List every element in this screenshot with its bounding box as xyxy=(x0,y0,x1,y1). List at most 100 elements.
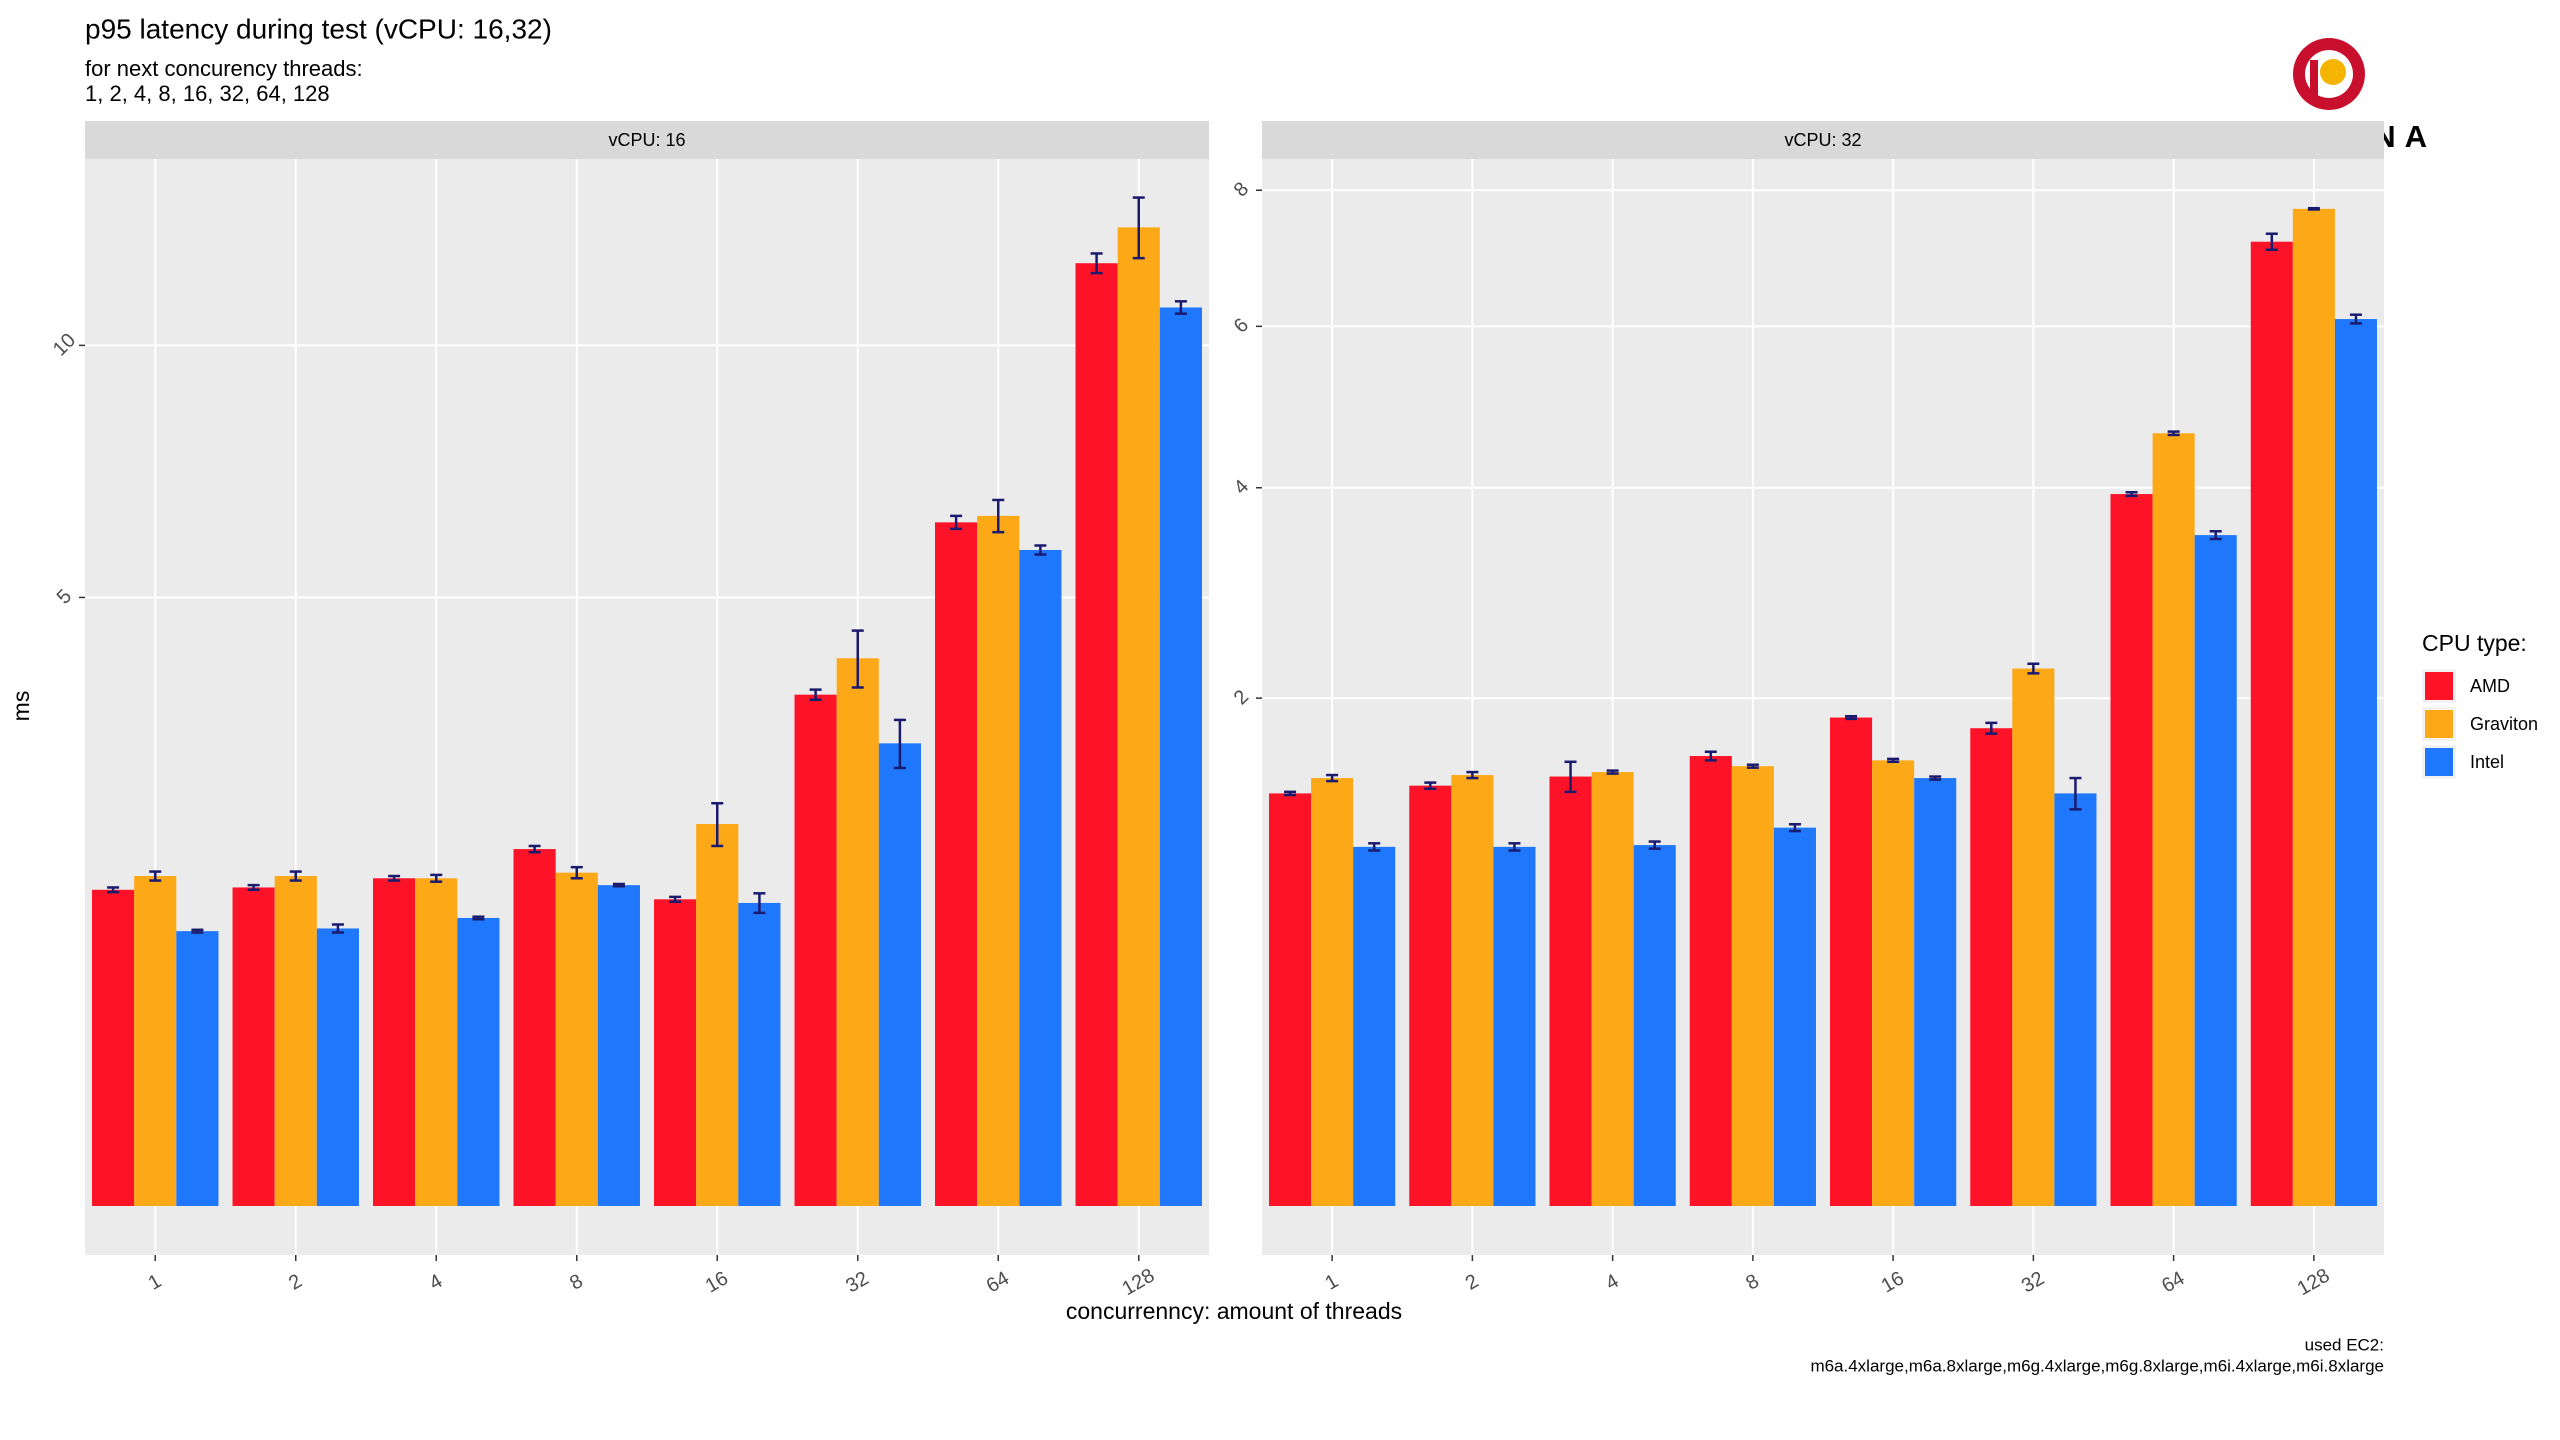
x-tick-label: 8 xyxy=(1742,1270,1763,1295)
strip xyxy=(1262,121,2384,159)
error-bar xyxy=(1985,721,1998,735)
legend-swatch xyxy=(2425,748,2453,776)
error-bar xyxy=(1508,842,1521,852)
legend-title: CPU type: xyxy=(2422,630,2527,656)
bar xyxy=(1353,846,1396,1206)
facet-title: vCPU: 16 xyxy=(608,130,685,150)
bar xyxy=(935,522,978,1206)
bar xyxy=(1830,717,1873,1206)
x-tick-label: 2 xyxy=(285,1270,306,1295)
error-bar xyxy=(2349,313,2362,325)
error-bar xyxy=(2307,206,2320,211)
bar xyxy=(176,931,219,1206)
y-tick-label: 5 xyxy=(53,585,76,608)
logo-stem xyxy=(2310,60,2318,100)
error-bar xyxy=(1887,757,1900,764)
error-bar xyxy=(1368,842,1381,852)
error-bar xyxy=(1648,840,1661,850)
bar xyxy=(1409,785,1452,1206)
error-bar xyxy=(851,629,864,689)
facet-title: vCPU: 32 xyxy=(1784,130,1861,150)
error-bar xyxy=(711,801,724,848)
error-bar xyxy=(528,844,541,854)
y-tick-label: 6 xyxy=(1230,314,1253,337)
error-bar xyxy=(1746,763,1759,769)
bar xyxy=(1549,776,1592,1206)
error-bar xyxy=(472,915,485,921)
x-tick-label: 16 xyxy=(702,1267,732,1297)
bar xyxy=(878,743,921,1206)
error-bar xyxy=(388,874,401,882)
caption: m6a.4xlarge,m6a.8xlarge,m6g.4xlarge,m6g.… xyxy=(1810,1356,2384,1375)
x-tick-label: 16 xyxy=(1878,1267,1908,1297)
error-bar xyxy=(2209,530,2222,541)
error-bar xyxy=(1090,252,1103,275)
error-bar xyxy=(2069,776,2082,811)
bar xyxy=(1075,263,1118,1206)
bar xyxy=(555,872,598,1206)
x-tick-label: 32 xyxy=(842,1267,872,1297)
error-bar xyxy=(1326,773,1339,783)
y-tick-label: 8 xyxy=(1230,178,1253,201)
error-bar xyxy=(612,882,625,888)
y-axis-title: ms xyxy=(8,691,34,722)
legend-swatch xyxy=(2425,672,2453,700)
error-bar xyxy=(893,718,906,770)
bar xyxy=(2250,241,2293,1206)
bar xyxy=(1914,778,1957,1206)
y-tick-label: 10 xyxy=(49,329,80,360)
bar xyxy=(373,878,416,1206)
x-tick-label: 2 xyxy=(1462,1270,1483,1295)
bar xyxy=(1773,827,1816,1206)
x-tick-label: 64 xyxy=(2158,1267,2188,1297)
bar xyxy=(316,928,359,1206)
bar xyxy=(1117,227,1160,1206)
bar xyxy=(513,849,556,1206)
bar xyxy=(134,876,177,1206)
chart-title: p95 latency during test (vCPU: 16,32) xyxy=(85,13,552,44)
bar xyxy=(1311,778,1354,1206)
error-bar xyxy=(191,928,204,934)
error-bar xyxy=(1284,790,1297,797)
y-tick-label: 4 xyxy=(1230,476,1253,499)
error-bar xyxy=(1845,714,1858,721)
bar xyxy=(597,885,640,1206)
x-tick-label: 4 xyxy=(426,1270,447,1295)
bar xyxy=(977,515,1020,1206)
caption: used EC2: xyxy=(2305,1335,2384,1354)
error-bar xyxy=(753,892,766,915)
legend-swatch xyxy=(2425,710,2453,738)
bar xyxy=(274,876,317,1206)
legend-label: AMD xyxy=(2470,676,2510,696)
bar xyxy=(1591,772,1634,1206)
chart-subtitle: 1, 2, 4, 8, 16, 32, 64, 128 xyxy=(85,81,330,106)
bar xyxy=(1633,845,1676,1206)
error-bar xyxy=(1466,770,1479,780)
bar xyxy=(1019,549,1062,1206)
error-bar xyxy=(2027,662,2040,675)
bar xyxy=(1451,775,1494,1206)
error-bar xyxy=(992,498,1005,534)
x-tick-label: 4 xyxy=(1602,1270,1623,1295)
bar xyxy=(836,658,879,1206)
bar xyxy=(1872,760,1915,1206)
bar xyxy=(2110,494,2153,1206)
error-bar xyxy=(669,895,682,903)
error-bar xyxy=(1929,775,1942,781)
bar xyxy=(232,887,275,1206)
bar xyxy=(1689,756,1732,1206)
error-bar xyxy=(107,886,120,894)
error-bar xyxy=(430,873,443,883)
error-bar xyxy=(1424,781,1437,790)
x-tick-label: 64 xyxy=(983,1267,1013,1297)
bar xyxy=(2152,433,2195,1206)
error-bar xyxy=(2167,430,2180,437)
bar xyxy=(2012,668,2055,1206)
x-tick-label: 8 xyxy=(566,1270,587,1295)
error-bar xyxy=(331,923,344,934)
bar xyxy=(415,878,458,1206)
bar xyxy=(2054,793,2097,1206)
x-tick-label: 1 xyxy=(1321,1270,1342,1295)
bar xyxy=(2194,535,2237,1206)
error-bar xyxy=(570,865,583,880)
